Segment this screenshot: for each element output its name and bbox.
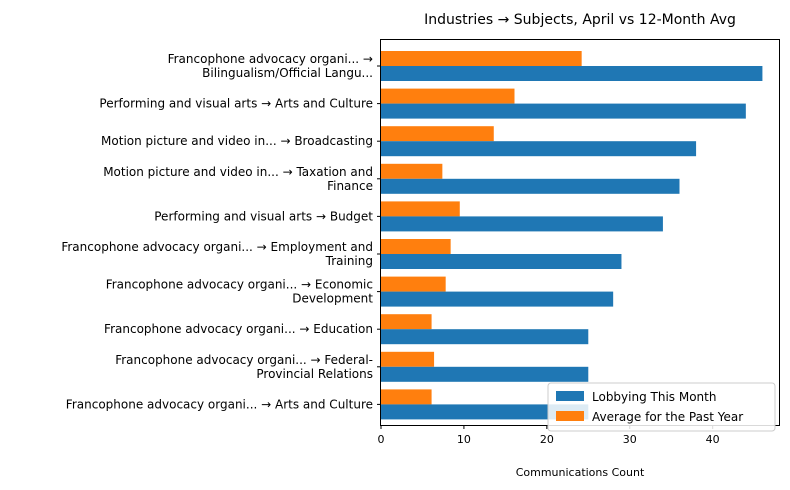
y-tick-label: Motion picture and video in... → Taxatio… bbox=[103, 165, 373, 193]
bar-average-5 bbox=[381, 239, 451, 254]
chart-title: Industries → Subjects, April vs 12-Month… bbox=[424, 12, 736, 28]
legend-box bbox=[547, 382, 776, 432]
bar-this-month-3 bbox=[381, 178, 680, 194]
bar-this-month-7 bbox=[381, 329, 589, 345]
y-tick-label: Francophone advocacy organi... → Economi… bbox=[106, 278, 374, 306]
bar-average-9 bbox=[381, 389, 432, 405]
bar-average-0 bbox=[381, 51, 582, 66]
bar-this-month-9 bbox=[381, 404, 589, 420]
y-tick-label: Francophone advocacy organi... → Federal… bbox=[115, 353, 373, 381]
legend: Lobbying This Month Average for the Past … bbox=[547, 382, 776, 432]
y-tick-label: Francophone advocacy organi... → Educati… bbox=[104, 322, 373, 336]
x-tick-label: 20 bbox=[540, 433, 554, 446]
y-tick-label: Francophone advocacy organi... → Bilingua… bbox=[168, 52, 373, 80]
bar-average-7 bbox=[381, 314, 432, 330]
y-tick-label: Performing and visual arts → Arts and Cu… bbox=[99, 97, 373, 111]
bar-average-8 bbox=[381, 351, 435, 367]
y-tick-label: Motion picture and video in... → Broadca… bbox=[101, 134, 373, 148]
x-axis-title: Communications Count bbox=[516, 466, 645, 479]
x-tick-label: 30 bbox=[623, 433, 637, 446]
x-tick-label: 10 bbox=[457, 433, 471, 446]
legend-entry: Average for the Past Year bbox=[592, 410, 743, 424]
legend-swatch bbox=[556, 391, 584, 401]
legend-entry: Lobbying This Month bbox=[592, 390, 716, 404]
y-axis: Francophone advocacy organi... → Bilingua… bbox=[61, 52, 381, 411]
bar-this-month-6 bbox=[381, 291, 614, 307]
x-axis: 0 10 20 30 40 bbox=[378, 425, 720, 446]
bar-average-6 bbox=[381, 276, 446, 292]
bar-this-month-1 bbox=[381, 103, 746, 119]
bar-average-2 bbox=[381, 126, 494, 142]
x-tick-label: 40 bbox=[706, 433, 720, 446]
bar-average-1 bbox=[381, 88, 515, 104]
y-tick-label: Performing and visual arts → Budget bbox=[154, 209, 373, 223]
bar-this-month-0 bbox=[381, 66, 763, 81]
bar-this-month-2 bbox=[381, 141, 697, 157]
bar-this-month-5 bbox=[381, 254, 622, 269]
bar-this-month-8 bbox=[381, 366, 589, 382]
bar-this-month-4 bbox=[381, 216, 663, 232]
y-tick-label: Francophone advocacy organi... → Arts an… bbox=[66, 397, 373, 411]
bar-average-4 bbox=[381, 201, 460, 217]
bar-average-3 bbox=[381, 163, 443, 179]
y-tick-label: Francophone advocacy organi... → Employm… bbox=[61, 240, 373, 268]
x-tick-label: 0 bbox=[378, 433, 385, 446]
bars-group bbox=[381, 51, 763, 420]
legend-swatch bbox=[556, 411, 584, 421]
